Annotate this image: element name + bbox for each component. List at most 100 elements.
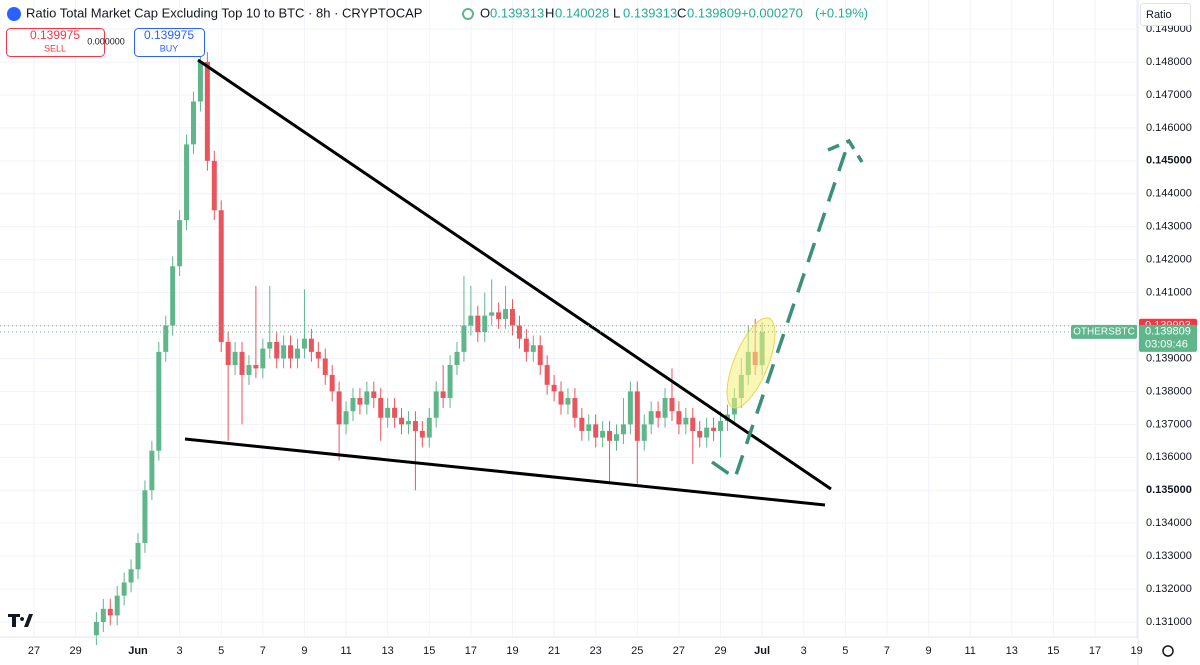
x-tick-label: 7: [884, 645, 890, 657]
candle-body: [655, 411, 661, 418]
symbol-icon: [7, 7, 21, 21]
x-tick-label: 19: [506, 645, 518, 657]
y-tick-label: 0.136000: [1146, 451, 1192, 463]
x-tick-label: 19: [1130, 645, 1142, 657]
candle-body: [156, 351, 162, 451]
ohlc-key: L: [613, 5, 620, 20]
y-tick-label: 0.131000: [1146, 616, 1192, 628]
candle-body: [260, 348, 266, 369]
tv-logo: [8, 614, 33, 627]
candle-body: [371, 391, 377, 399]
spread: 0.000000: [87, 36, 125, 46]
candle-body: [107, 608, 113, 616]
candle-body: [322, 358, 328, 375]
candle-body: [447, 365, 453, 399]
candle-body: [537, 345, 543, 366]
x-tick-label: 13: [1006, 645, 1018, 657]
price-marker-countdown: 03:09:46: [1145, 339, 1188, 351]
candle-body: [523, 338, 529, 352]
candle-body: [697, 430, 703, 438]
candle-body: [114, 595, 120, 616]
x-tick-label: 17: [465, 645, 477, 657]
candle-body: [149, 450, 155, 491]
candle-body: [718, 421, 724, 431]
symbol-tag: OTHERSBTC: [1073, 326, 1135, 337]
candle-body: [627, 391, 633, 425]
sell-button[interactable]: [6, 28, 105, 57]
candle-body: [648, 411, 654, 425]
drawings: [184, 58, 864, 507]
candle-body: [704, 427, 710, 438]
candle-body: [475, 315, 481, 333]
candle-body: [295, 348, 300, 359]
candle-body: [170, 266, 176, 326]
projection-arrow: [827, 138, 864, 163]
candle-body: [232, 351, 238, 366]
sell-label: SELL: [44, 43, 66, 53]
candle-body: [468, 315, 474, 326]
candle-body: [163, 325, 169, 352]
y-tick-label: 0.133000: [1146, 550, 1192, 562]
x-tick-label: 5: [842, 645, 848, 657]
candle-body: [503, 309, 509, 319]
candle-body: [190, 101, 196, 145]
sell-price: 0.139975: [30, 28, 80, 42]
status-icon: [462, 8, 474, 20]
x-tick-label: 11: [340, 645, 351, 657]
x-tick-label: 5: [218, 645, 224, 657]
x-tick-label: 7: [260, 645, 266, 657]
y-tick-label: 0.142000: [1146, 254, 1192, 266]
candle-body: [288, 345, 294, 359]
x-tick-label: 15: [423, 645, 435, 657]
x-tick-label: 17: [1089, 645, 1101, 657]
price-marker-box: [1139, 324, 1197, 352]
candle-body: [426, 417, 432, 438]
candle-body: [600, 430, 606, 438]
scale-label: Ratio: [1146, 9, 1172, 21]
y-tick-label: 0.141000: [1146, 286, 1192, 298]
x-tick-label: 9: [926, 645, 932, 657]
y-tick-label: 0.147000: [1146, 89, 1192, 101]
settings-icon[interactable]: [1162, 645, 1174, 657]
candle-body: [551, 384, 557, 392]
axes: 0.131000 0.132000 0.133000 0.134000 0.135000…: [0, 23, 1197, 657]
candle-body: [711, 427, 717, 431]
candle-body: [544, 365, 550, 385]
candle-body: [218, 210, 224, 343]
candle-body: [690, 417, 696, 431]
candle-body: [440, 391, 446, 399]
candle-body: [100, 608, 106, 623]
trendline-lower: [184, 437, 826, 507]
candle-body: [177, 220, 183, 267]
candle-body: [225, 342, 231, 366]
candle-body: [607, 430, 613, 441]
chart-title: Ratio Total Market Cap Excluding Top 10 …: [26, 5, 422, 20]
candle-body: [135, 542, 141, 570]
candle-body: [412, 421, 418, 431]
candle-body: [142, 490, 148, 543]
candle-body: [489, 312, 495, 316]
scale-label-box[interactable]: [1140, 3, 1191, 26]
candle-body: [496, 312, 502, 319]
candle-body: [572, 398, 578, 418]
y-tick-label: 0.134000: [1146, 517, 1192, 529]
ohlc-key: C: [677, 5, 686, 20]
candle-body: [641, 424, 647, 441]
logo: [8, 614, 33, 627]
projection-path: [711, 140, 851, 481]
x-tick-label: Jun: [128, 645, 148, 657]
candle-body: [399, 417, 405, 425]
candle-body: [267, 342, 273, 349]
ohlc-value: 0.139809: [687, 5, 741, 20]
candle-body: [253, 365, 259, 369]
candle-body: [211, 160, 217, 211]
candle-body: [676, 411, 682, 425]
ohlc-value: 0.139313: [623, 5, 677, 20]
buy-price: 0.139975: [144, 28, 194, 42]
buy-button[interactable]: [134, 28, 205, 57]
x-tick-label: 13: [382, 645, 394, 657]
candle-body: [239, 351, 245, 375]
candle-body: [392, 407, 398, 418]
trendline-upper: [197, 58, 832, 491]
